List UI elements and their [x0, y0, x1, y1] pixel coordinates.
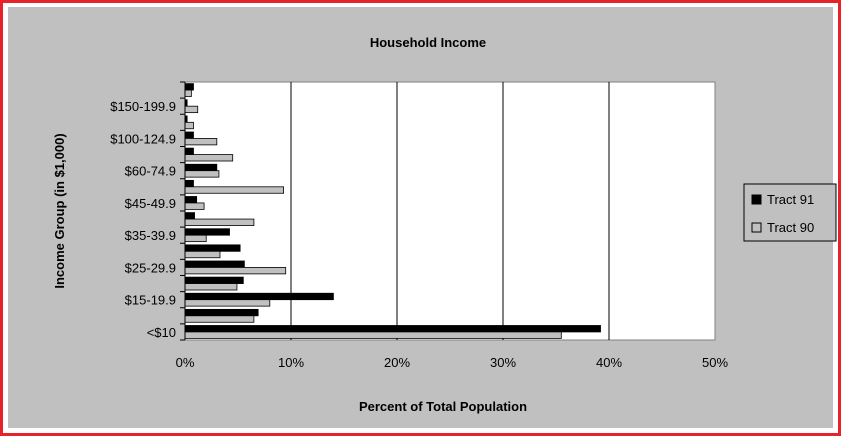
legend-label: Tract 90 — [767, 220, 814, 235]
bar — [184, 228, 230, 236]
bar — [184, 276, 244, 284]
bar — [184, 89, 192, 97]
bar — [184, 105, 199, 114]
x-tick-label: 20% — [384, 355, 410, 370]
bar — [184, 315, 255, 323]
y-tick-labels: <$10 $15-19.9 $25-29.9 $35-39.9 $45-49.9 $60-… — [110, 81, 185, 341]
bar — [184, 83, 194, 91]
x-tick-label: 50% — [702, 355, 728, 370]
y-tick-label: $45-49.9 — [125, 196, 176, 211]
legend-swatch — [751, 194, 762, 205]
legend-label: Tract 91 — [767, 192, 814, 207]
bar — [184, 121, 194, 130]
bar — [184, 331, 562, 339]
bar — [184, 131, 194, 139]
x-tick-label: 40% — [596, 355, 622, 370]
bar — [184, 179, 194, 188]
bar — [184, 308, 259, 317]
bar — [184, 170, 220, 178]
x-tick-label: 0% — [176, 355, 195, 370]
y-tick-label: $100-124.9 — [110, 131, 176, 146]
bar — [184, 234, 207, 243]
bar — [184, 267, 287, 275]
x-tick-label: 30% — [490, 355, 516, 370]
y-tick-label: $150-199.9 — [110, 99, 176, 114]
bar — [184, 138, 218, 146]
bar — [184, 212, 195, 220]
bar — [184, 283, 238, 291]
bar — [184, 299, 271, 307]
bar — [184, 244, 241, 252]
y-tick-label: $35-39.9 — [125, 228, 176, 243]
x-tick-labels: 0% 10% 20% 30% 40% 50% — [176, 355, 729, 370]
y-axis-label: Income Group (in $1,000) — [52, 133, 67, 288]
bar — [184, 218, 255, 226]
x-axis-label: Percent of Total Population — [359, 399, 527, 414]
bar — [184, 163, 218, 172]
y-tick-label: <$10 — [147, 325, 176, 340]
bar — [184, 147, 194, 155]
y-tick-label: $25-29.9 — [125, 260, 176, 275]
bar — [184, 292, 334, 301]
bar — [184, 250, 221, 259]
bar — [184, 202, 205, 210]
plot-area — [184, 81, 716, 341]
bar — [184, 186, 284, 194]
bar — [184, 260, 245, 268]
bar — [184, 325, 601, 333]
y-tick-label: $60-74.9 — [125, 164, 176, 179]
legend: Tract 91 Tract 90 — [743, 183, 837, 242]
bar — [184, 196, 198, 204]
chart-title: Household Income — [370, 35, 486, 50]
legend-swatch — [751, 222, 762, 233]
bar — [184, 154, 234, 162]
y-tick-label: $15-19.9 — [125, 293, 176, 308]
x-tick-label: 10% — [278, 355, 304, 370]
